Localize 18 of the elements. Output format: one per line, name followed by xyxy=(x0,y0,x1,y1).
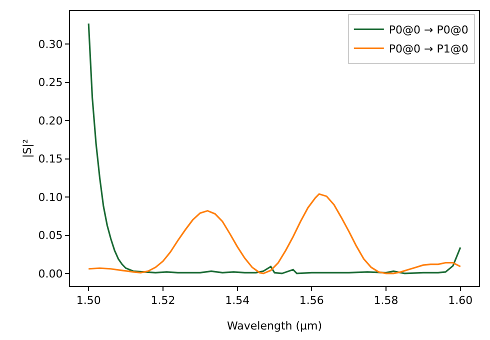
y-tick-label: 0.30 xyxy=(38,38,63,52)
x-tick-label: 1.54 xyxy=(225,294,250,308)
x-axis-title: Wavelength (µm) xyxy=(226,319,322,332)
y-tick-label: 0.20 xyxy=(38,114,63,128)
x-tick-label: 1.52 xyxy=(150,294,176,308)
y-tick-label: 0.25 xyxy=(38,76,63,90)
x-tick-label: 1.58 xyxy=(374,294,398,308)
y-tick-label: 0.05 xyxy=(38,229,63,242)
x-tick-label: 1.60 xyxy=(448,294,473,308)
x-tick-label: 1.50 xyxy=(76,294,101,308)
legend-label: P0@0 → P0@0 xyxy=(388,24,468,37)
x-tick-label: 1.56 xyxy=(299,294,324,308)
line-series xyxy=(88,193,462,274)
y-tick-label: 0.00 xyxy=(38,267,63,280)
y-tick-label: 0.10 xyxy=(38,190,63,204)
y-tick-label: 0.15 xyxy=(38,152,63,166)
legend-label: P0@0 → P1@0 xyxy=(388,42,468,56)
y-axis-title: |S|² xyxy=(20,139,34,158)
